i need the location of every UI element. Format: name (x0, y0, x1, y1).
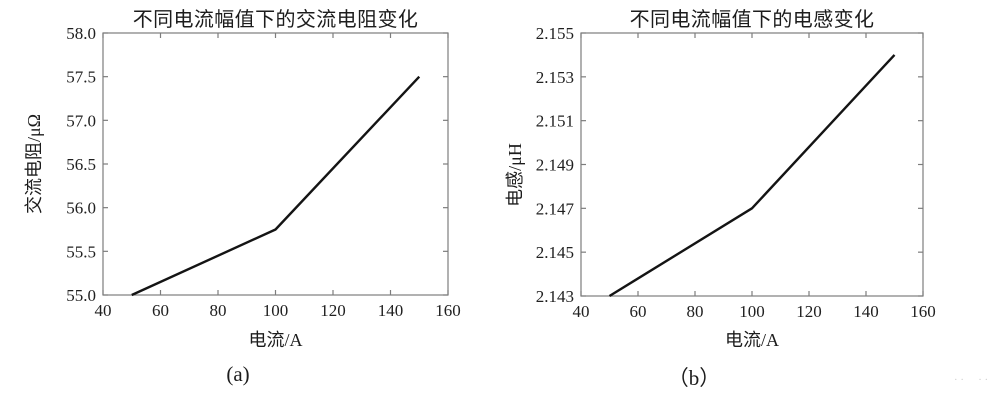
svg-text:56.5: 56.5 (66, 155, 96, 174)
svg-text:60: 60 (630, 302, 647, 321)
svg-text:2.149: 2.149 (536, 156, 574, 175)
svg-text:2.147: 2.147 (536, 199, 575, 218)
svg-text:57.5: 57.5 (66, 68, 96, 87)
subfigure-caption-b: （b） (667, 366, 721, 390)
svg-text:80: 80 (687, 302, 704, 321)
scan-artifact: ·· ·· (954, 375, 991, 386)
plot-area: 40 60 80 100 120 140 160 2.143 2.145 2.147 2.149 2.… (536, 24, 936, 321)
svg-text:40: 40 (573, 302, 590, 321)
svg-text:2.143: 2.143 (536, 287, 574, 306)
svg-text:2.153: 2.153 (536, 68, 574, 87)
svg-text:100: 100 (263, 301, 289, 320)
svg-text:2.145: 2.145 (536, 243, 574, 262)
svg-text:80: 80 (210, 301, 227, 320)
plot-area: 40 60 80 100 120 140 160 55.0 55.5 56.0 56.5 57.0 57… (66, 24, 461, 320)
subfigure-caption-a: (a) (226, 362, 250, 386)
x-axis-label: 电流/A (725, 330, 779, 350)
svg-text:55.0: 55.0 (66, 286, 96, 305)
svg-text:56.0: 56.0 (66, 199, 96, 218)
svg-text:2.151: 2.151 (536, 112, 574, 131)
chart-title: 不同电流幅值下的交流电阻变化 (132, 9, 419, 31)
svg-text:60: 60 (152, 301, 169, 320)
svg-text:40: 40 (95, 301, 112, 320)
chart-panel-b: 不同电流幅值下的电感变化 电感/μH 40 60 80 100 120 140 160 2.1… (500, 0, 1000, 404)
svg-text:160: 160 (435, 301, 461, 320)
svg-text:57.0: 57.0 (66, 111, 96, 130)
svg-text:160: 160 (910, 302, 936, 321)
svg-text:2.155: 2.155 (536, 24, 574, 43)
x-axis-label: 电流/A (248, 330, 303, 350)
svg-text:100: 100 (739, 302, 765, 321)
chart-panel-a: 不同电流幅值下的交流电阻变化 交流电阻/μΩ 40 60 80 100 120 140 16… (24, 9, 461, 386)
svg-text:120: 120 (320, 301, 346, 320)
chart-title: 不同电流幅值下的电感变化 (629, 9, 875, 31)
svg-text:140: 140 (378, 301, 404, 320)
svg-text:55.5: 55.5 (66, 242, 96, 261)
svg-text:58.0: 58.0 (66, 24, 96, 43)
svg-text:140: 140 (853, 302, 879, 321)
svg-text:120: 120 (796, 302, 822, 321)
